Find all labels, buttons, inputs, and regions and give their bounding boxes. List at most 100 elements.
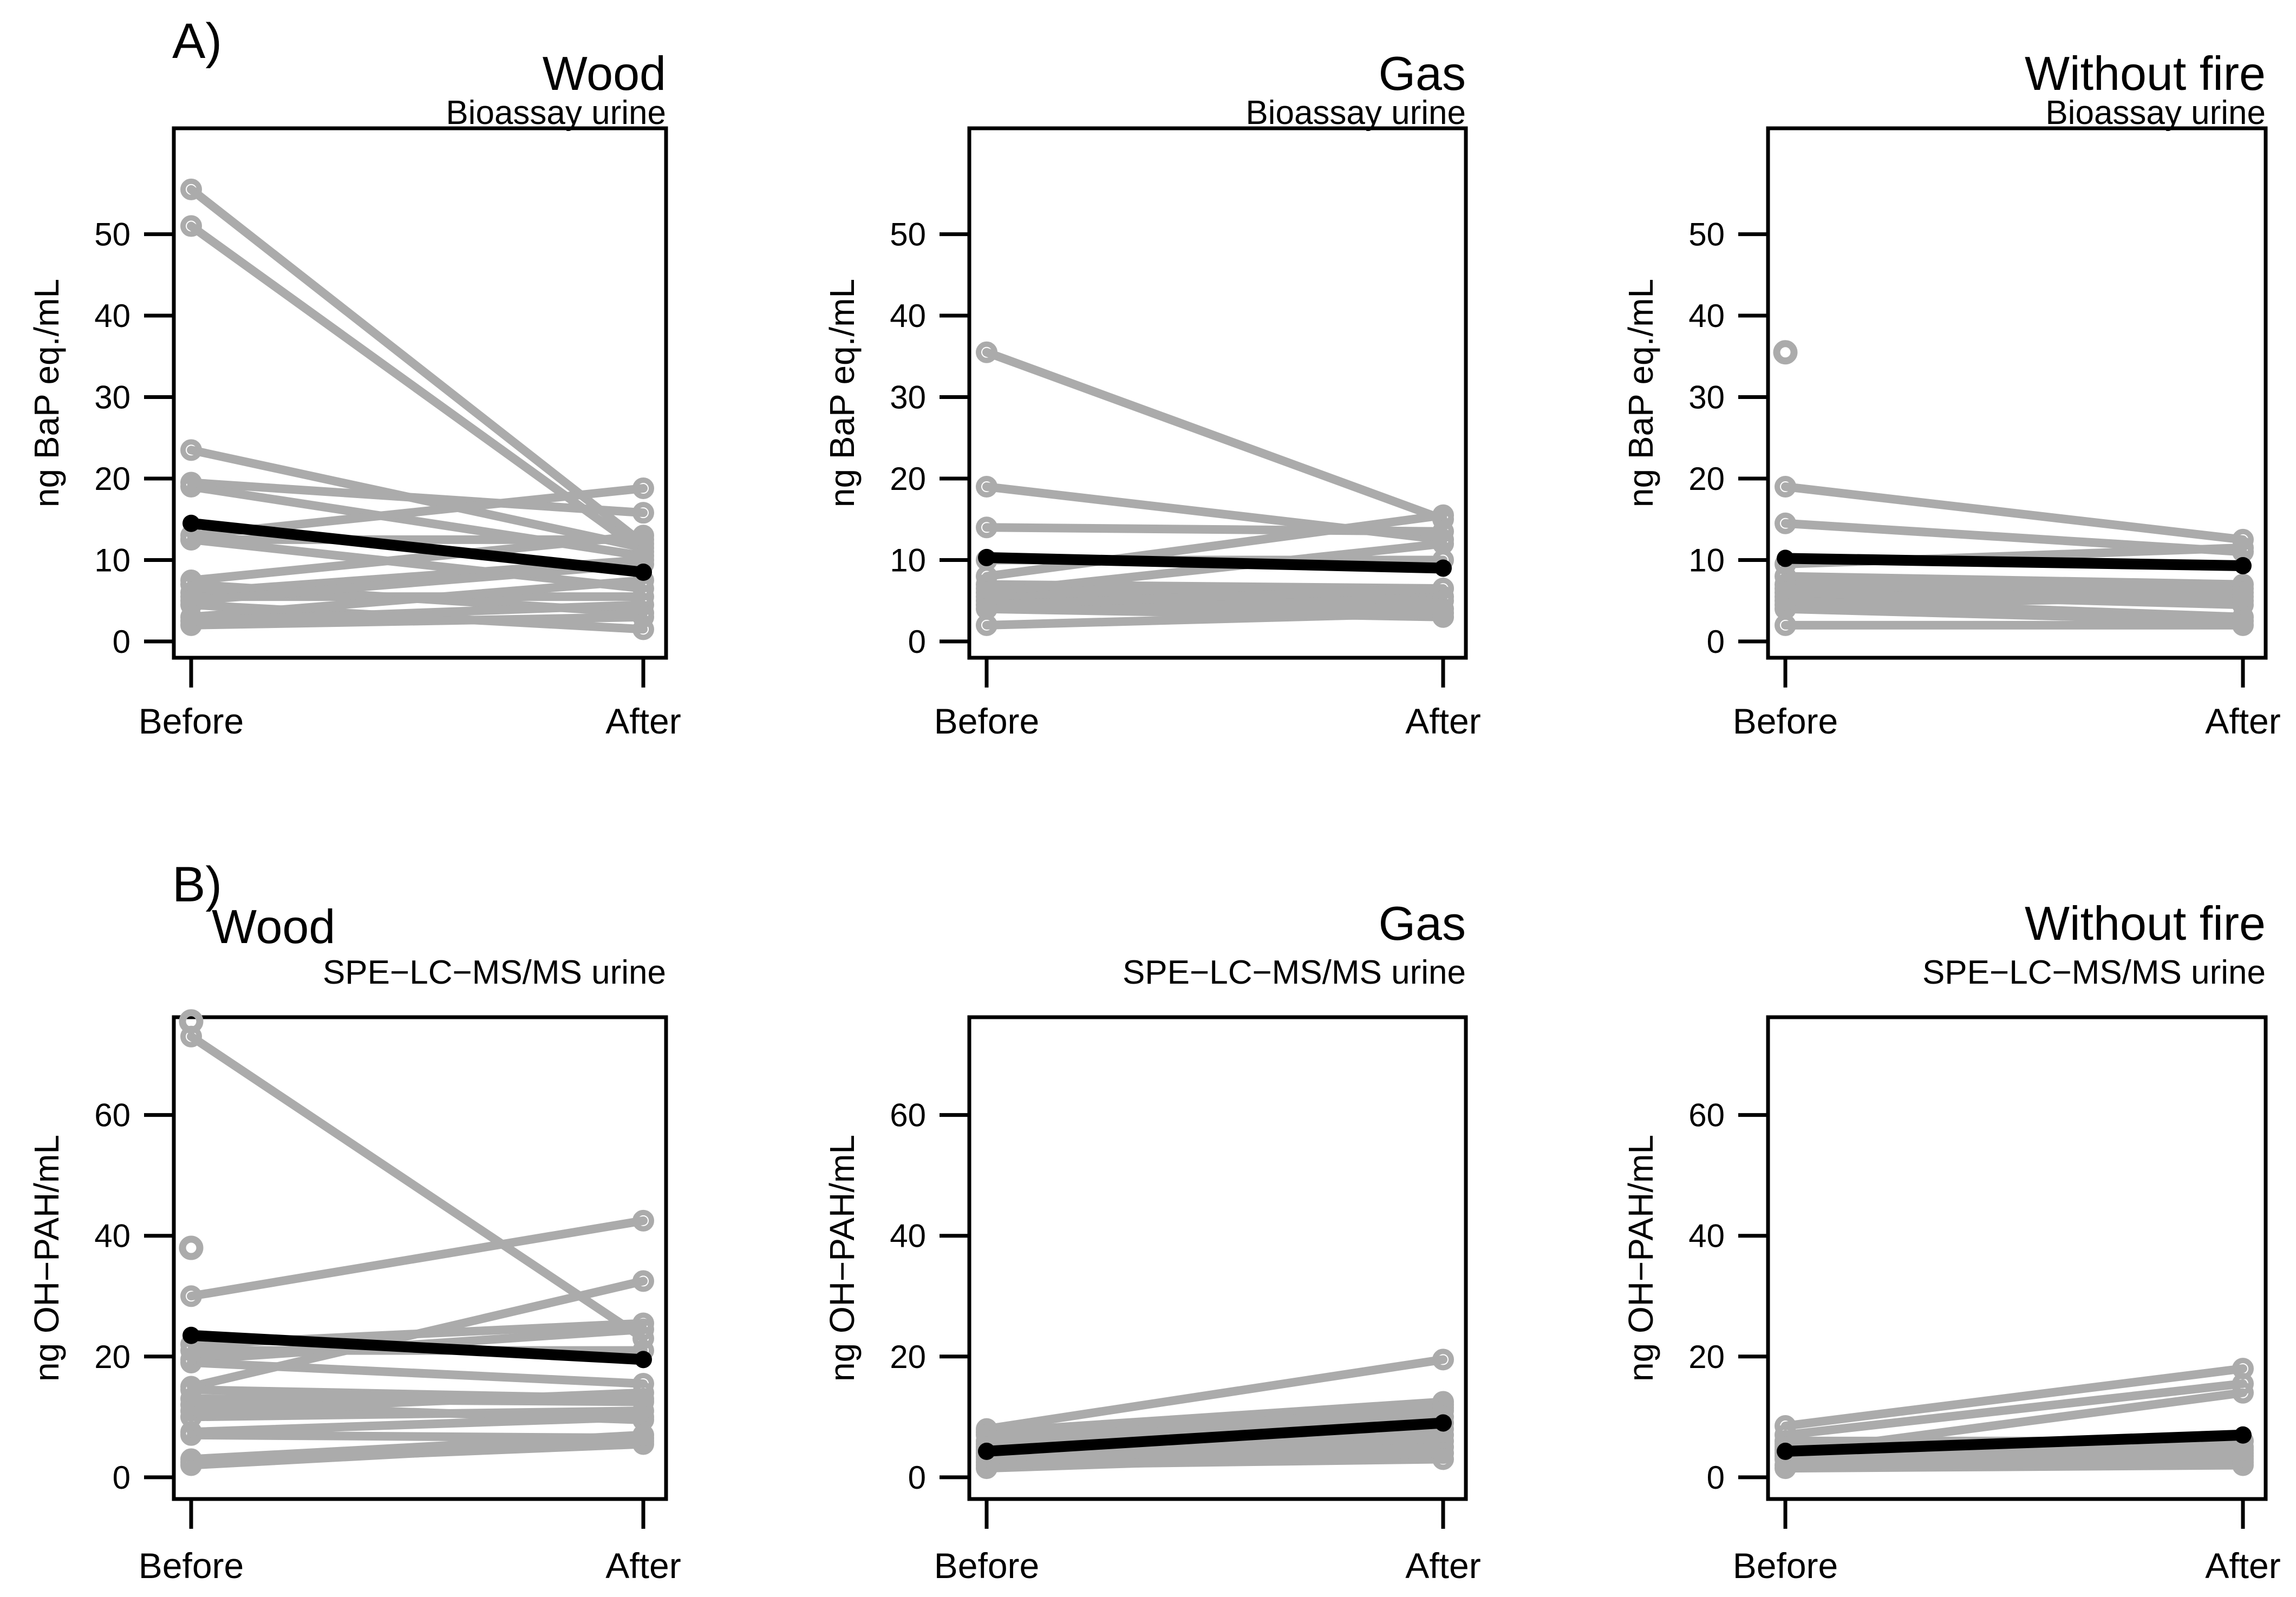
subject-line xyxy=(187,1216,648,1301)
subject-points xyxy=(180,178,654,640)
y-tick-label: 40 xyxy=(890,298,926,334)
y-tick-label: 0 xyxy=(908,624,926,660)
x-category-label: After xyxy=(2205,1546,2280,1586)
panel-without-fire-bioassay: 0 10 20 30 40 50 Before After xyxy=(1688,126,2281,741)
y-tick-label: 0 xyxy=(113,624,131,660)
y-tick-label: 30 xyxy=(94,379,131,416)
mean-point-before xyxy=(978,548,995,566)
x-category-label: Before xyxy=(934,1546,1039,1586)
panel-title-gas-bioassay: Gas xyxy=(1378,47,1466,100)
mean-point-after xyxy=(1434,559,1452,577)
y-tick-label: 50 xyxy=(890,217,926,253)
x-axis: Before After xyxy=(139,658,681,741)
subject-line xyxy=(187,600,648,626)
panel-subtitle-gas-spe: SPE−LC−MS/MS urine xyxy=(1122,954,1466,991)
subject-line xyxy=(1781,588,2247,601)
subject-line xyxy=(982,523,1447,536)
x-category-label: After xyxy=(2205,701,2280,741)
y-tick-label: 40 xyxy=(1688,1218,1725,1254)
subject-line xyxy=(1781,580,2247,593)
subject-point-after xyxy=(632,502,654,524)
panel-title-wood-bioassay: Wood xyxy=(542,47,666,100)
x-category-label: Before xyxy=(139,1546,244,1586)
y-tick-label: 0 xyxy=(908,1459,926,1496)
y-tick-label: 40 xyxy=(890,1218,926,1254)
y-tick-label: 20 xyxy=(94,1339,131,1375)
plot-box xyxy=(967,1015,1468,1501)
subject-point-after xyxy=(2232,614,2254,636)
subject-line xyxy=(1781,1364,2247,1431)
panel-without-fire-spe: 0 20 40 60 Before After xyxy=(1688,1015,2281,1586)
x-axis: Before After xyxy=(1733,658,2281,741)
subject-line xyxy=(187,478,648,518)
subject-point-after xyxy=(1432,1349,1454,1371)
mean-line-group xyxy=(978,1414,1452,1460)
subject-line xyxy=(982,1449,1447,1473)
subject-point-before xyxy=(180,439,202,461)
subject-line xyxy=(982,1355,1447,1434)
mean-point-after xyxy=(2234,1426,2252,1444)
subject-line xyxy=(1781,1379,2247,1439)
subject-point-before xyxy=(180,614,202,636)
x-axis: Before After xyxy=(934,1499,1481,1586)
subject-line xyxy=(982,510,1447,581)
plot-box xyxy=(172,126,668,660)
subject-line xyxy=(1781,572,2247,589)
y-tick-label: 60 xyxy=(94,1097,131,1134)
plot-box xyxy=(1766,126,2268,660)
subject-point-after xyxy=(2232,586,2254,608)
panel-wood-bioassay: 0 10 20 30 40 50 Before After xyxy=(94,126,681,741)
panel-title-wood-spe: Wood xyxy=(212,900,336,953)
subject-lines xyxy=(982,348,1447,630)
subject-point-after xyxy=(1432,504,1454,526)
y-tick-label: 10 xyxy=(94,542,131,578)
x-category-label: After xyxy=(605,701,681,741)
y-tick-label: 40 xyxy=(94,298,131,334)
y-tick-label: 20 xyxy=(890,1339,926,1375)
unpaired-point-before xyxy=(1773,340,1798,365)
subject-point-after xyxy=(1432,533,1454,555)
subject-line xyxy=(982,348,1447,524)
subject-point-after xyxy=(1432,578,1454,600)
section-label-a: A) xyxy=(172,14,222,69)
subject-lines xyxy=(187,1032,648,1470)
subject-point-after xyxy=(632,606,654,628)
mean-line-group xyxy=(182,1326,652,1369)
y-tick-label: 20 xyxy=(1688,1339,1725,1375)
y-axis-label-wood-spe: ng OH−PAH/mL xyxy=(27,1135,66,1382)
subject-point-after xyxy=(632,525,654,547)
panel-gas-spe: 0 20 40 60 Before After xyxy=(890,1015,1481,1586)
mean-point-after xyxy=(2234,557,2252,574)
subject-point-before xyxy=(976,341,997,363)
mean-line-group xyxy=(1777,549,2252,574)
x-category-label: Before xyxy=(139,701,244,741)
panel-title-without-fire-bioassay: Without fire xyxy=(2024,47,2266,100)
subject-line xyxy=(1781,482,2247,544)
panel-subtitle-wood-bioassay: Bioassay urine xyxy=(446,94,666,132)
y-axis: 0 10 20 30 40 50 xyxy=(94,217,174,660)
plot-box xyxy=(1766,1015,2268,1501)
y-axis-label-without-fire-bioassay: ng BaP eq./mL xyxy=(1621,278,1660,508)
subject-lines xyxy=(1781,482,2247,630)
x-category-label: After xyxy=(605,1546,681,1586)
subject-point-after xyxy=(2232,1382,2254,1404)
panel-subtitle-without-fire-spe: SPE−LC−MS/MS urine xyxy=(1922,954,2266,991)
subject-lines xyxy=(187,185,648,634)
x-category-label: After xyxy=(1405,1546,1480,1586)
mean-line xyxy=(186,1330,649,1365)
subject-line xyxy=(187,1277,648,1391)
subject-points xyxy=(179,1009,654,1476)
subject-line xyxy=(982,584,1447,610)
subject-point-after xyxy=(2232,1454,2254,1476)
panel-title-without-fire-spe: Without fire xyxy=(2024,896,2266,950)
subject-line xyxy=(187,1388,648,1416)
subject-line xyxy=(187,612,648,630)
subject-line xyxy=(187,1436,648,1470)
subject-point-after xyxy=(2232,536,2254,559)
subject-point-after xyxy=(632,1270,654,1292)
y-tick-label: 0 xyxy=(1707,1459,1725,1496)
y-tick-label: 60 xyxy=(1688,1097,1725,1134)
x-category-label: After xyxy=(1405,701,1480,741)
panel-gas-bioassay: 0 10 20 30 40 50 Before After xyxy=(890,126,1481,741)
